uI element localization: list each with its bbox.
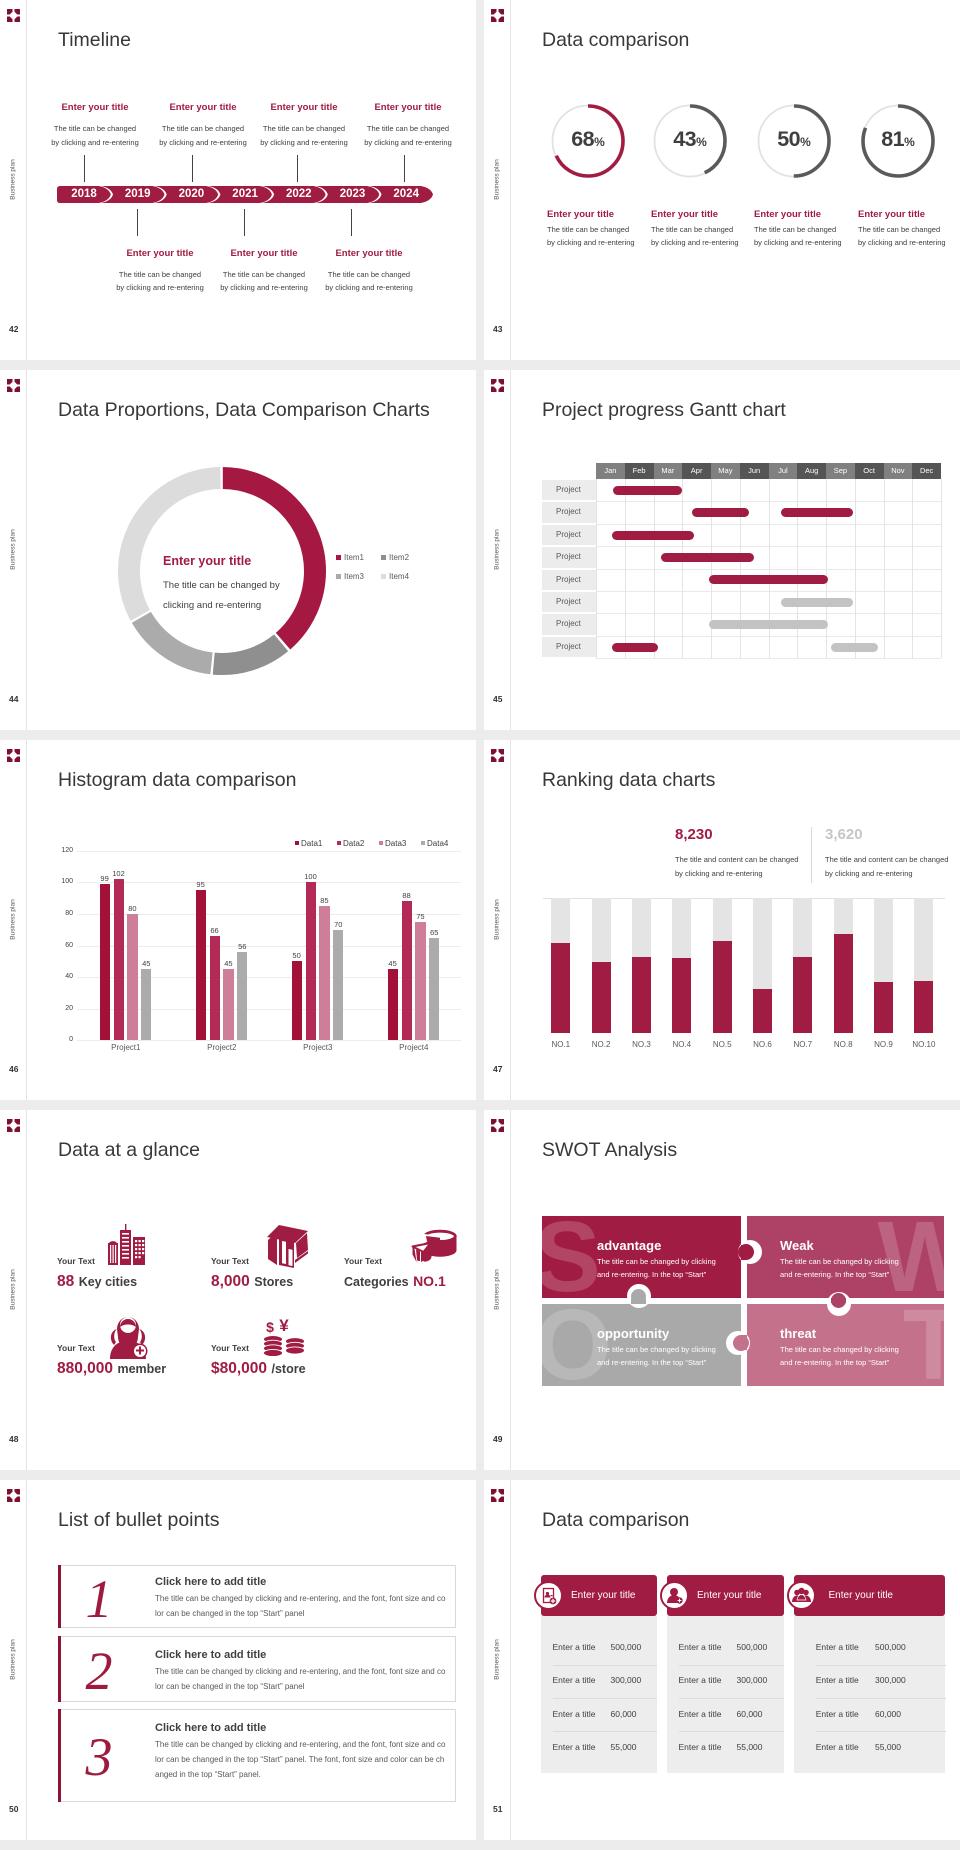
svg-text:¥: ¥ <box>279 1318 289 1335</box>
svg-text:$: $ <box>266 1319 274 1335</box>
